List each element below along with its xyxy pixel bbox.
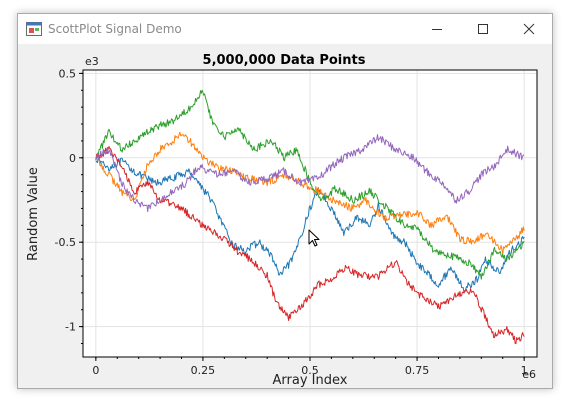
y-axis-label: Random Value	[26, 167, 41, 261]
y-tick-label: 0.5	[59, 67, 77, 80]
y-tick-label: 0	[69, 152, 76, 165]
app-icon	[26, 22, 42, 36]
x-axis-ticks: 0 0.25 0.5 0.75 1	[92, 357, 528, 377]
y-tick-label: -0.5	[55, 236, 76, 249]
x-tick-label: 1	[521, 364, 528, 377]
y-axis-multiplier: e3	[85, 55, 99, 68]
chart-title: 5,000,000 Data Points	[203, 53, 366, 68]
close-button[interactable]	[506, 14, 552, 44]
close-icon	[523, 23, 535, 35]
minimize-icon	[432, 29, 442, 30]
series-line-1	[95, 155, 525, 294]
window-title: ScottPlot Signal Demo	[48, 22, 182, 36]
series-line-4	[95, 146, 525, 345]
x-tick-label: 0.25	[191, 364, 216, 377]
title-bar[interactable]: ScottPlot Signal Demo	[18, 14, 552, 44]
minimize-button[interactable]	[414, 14, 460, 44]
maximize-icon	[478, 24, 488, 34]
maximize-button[interactable]	[460, 14, 506, 44]
series-line-2	[95, 131, 525, 255]
mouse-cursor-icon	[308, 229, 320, 247]
x-tick-label: 0.75	[405, 364, 430, 377]
y-tick-label: -1	[65, 321, 76, 334]
series-line-3	[95, 89, 525, 280]
y-axis-ticks: 0.5 0 -0.5 -1	[55, 67, 83, 344]
app-window: ScottPlot Signal Demo 0 0.25 0.5 0.75 1 0.5 0…	[17, 13, 553, 389]
series-group	[95, 89, 525, 345]
x-tick-label: 0.5	[301, 364, 319, 377]
x-tick-label: 0	[92, 364, 99, 377]
x-axis-label: Array Index	[273, 373, 348, 388]
plot-control[interactable]: 0 0.25 0.5 0.75 1 0.5 0 -0.5 -1 5,000,000 Data …	[18, 44, 552, 388]
signal-chart[interactable]: 0 0.25 0.5 0.75 1 0.5 0 -0.5 -1 5,000,000 Data …	[18, 44, 552, 388]
x-axis-multiplier: e6	[522, 368, 536, 381]
series-line-5	[95, 134, 525, 213]
